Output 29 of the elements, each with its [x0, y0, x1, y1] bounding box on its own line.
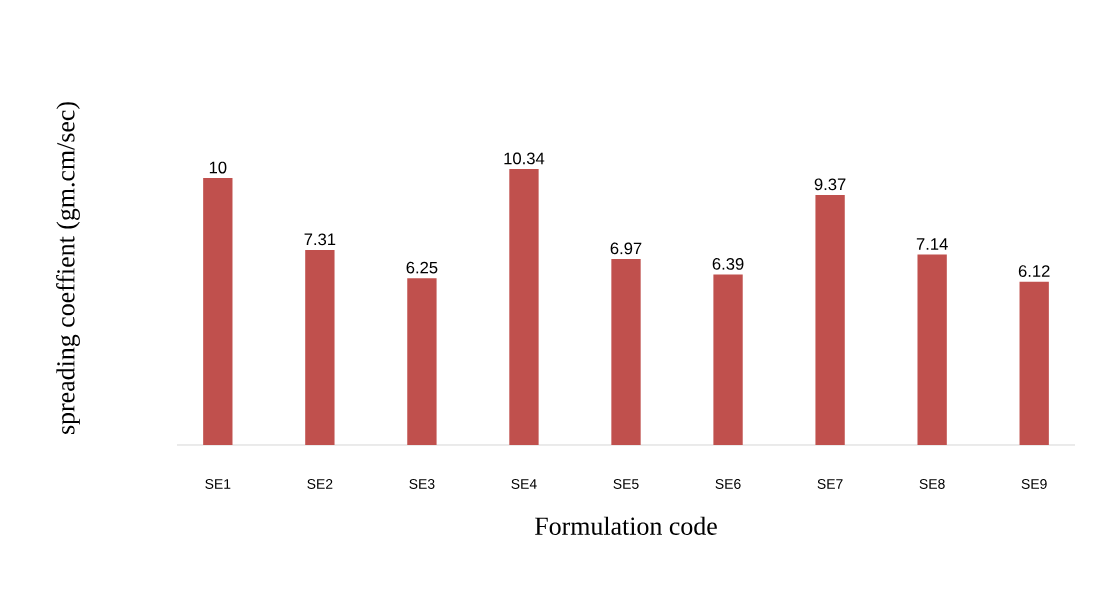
x-tick-label: SE3 — [409, 479, 435, 489]
x-tick-label: SE6 — [715, 479, 741, 489]
data-label: 7.31 — [304, 233, 336, 246]
x-tick-label: SE4 — [511, 479, 537, 489]
bar — [509, 169, 539, 445]
data-label: 6.39 — [712, 258, 744, 270]
data-label: 7.14 — [916, 238, 948, 250]
x-tick-label: SE1 — [205, 479, 231, 489]
x-axis-title: Formulation code — [535, 516, 717, 535]
data-label: 6.97 — [610, 242, 642, 255]
bar — [815, 194, 845, 445]
x-tick-label: SE2 — [307, 479, 333, 489]
x-tick-label: SE5 — [613, 479, 639, 489]
bar — [917, 254, 947, 445]
x-tick-label: SE8 — [919, 479, 945, 489]
data-label: 6.12 — [1018, 265, 1050, 277]
bar — [407, 278, 437, 445]
x-tick-label: SE9 — [1021, 479, 1047, 489]
data-label: 10.34 — [504, 152, 545, 165]
bar — [1019, 281, 1049, 445]
data-label: 10 — [209, 161, 227, 174]
bar — [305, 249, 335, 445]
x-tick-label: SE7 — [817, 479, 843, 489]
bar — [203, 178, 233, 445]
bar — [611, 258, 641, 445]
y-axis-title: spreading coeffient (gm.cm/sec) — [56, 102, 80, 434]
data-label: 9.37 — [814, 178, 846, 191]
bar — [713, 274, 743, 445]
data-label: 6.25 — [406, 261, 438, 274]
